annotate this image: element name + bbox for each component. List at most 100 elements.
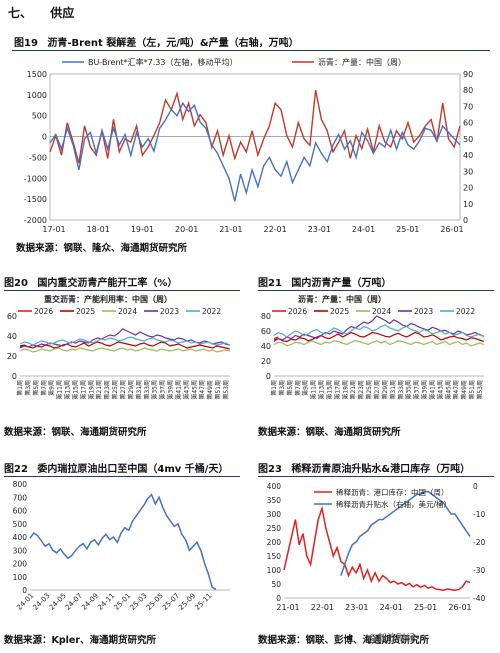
- x-tick-label: 23-01: [308, 225, 331, 234]
- x-tick-label: 第35周: [405, 380, 413, 400]
- y-tick-label: -1500: [24, 195, 47, 204]
- x-tick-label: 第23周: [103, 380, 111, 400]
- x-tick-label: 第11周: [310, 380, 318, 400]
- y-tick-label: 600: [13, 507, 28, 516]
- x-tick-label: 25-05: [145, 592, 165, 612]
- legend-label: 2026: [34, 307, 53, 316]
- y-tick-label: -20: [473, 538, 485, 547]
- x-tick-label: 第47周: [452, 380, 460, 400]
- figure-22-rule: [4, 476, 240, 477]
- x-tick-label: 第11周: [56, 380, 64, 400]
- x-tick-label: 25-03: [129, 592, 149, 612]
- x-tick-label: 第37周: [159, 380, 167, 400]
- x-tick-label: 第41周: [175, 380, 183, 400]
- legend-label: 2025: [76, 307, 95, 316]
- y-tick-label: 20: [7, 352, 17, 361]
- y-tick-label: 0: [22, 586, 27, 595]
- y-tick-label: 60: [261, 327, 271, 336]
- production-series-line: [49, 90, 461, 164]
- x-tick-label: 第31周: [135, 380, 143, 400]
- chart-subtitle: 重交沥青：产能利用率：中国（周）: [44, 294, 172, 304]
- y-tick-label: 0: [276, 594, 281, 603]
- x-tick-label: 第15周: [72, 380, 80, 400]
- y-tick-label: 400: [13, 533, 28, 542]
- x-tick-label: 第7周: [40, 380, 48, 396]
- figure-label: 图19: [14, 38, 38, 49]
- x-tick-label: 第43周: [436, 380, 444, 400]
- legend-label: 2025: [330, 307, 349, 316]
- x-tick-label: 25-11: [193, 592, 213, 612]
- figure-23-title: 图23 稀释沥青原油升贴水&港口库存（万吨）: [258, 460, 470, 475]
- x-tick-label: 24-07: [64, 592, 84, 612]
- x-tick-label: 24-01: [352, 225, 375, 234]
- inventory-series-line: [283, 505, 471, 591]
- y-tick-label: 100: [267, 566, 282, 575]
- legend-label: 2023: [414, 307, 433, 316]
- x-tick-label: 19-01: [131, 225, 154, 234]
- x-tick-label: 第53周: [222, 380, 230, 400]
- y-tick-label: 300: [267, 510, 282, 519]
- x-tick-label: 第13周: [318, 380, 326, 400]
- series-line-2025: [19, 341, 230, 350]
- y-tick-label: 200: [13, 560, 28, 569]
- x-tick-label: 第39周: [167, 380, 175, 400]
- legend-label: 2026: [288, 307, 307, 316]
- chart-19: -2000 -1500 -1000 -500 0 500 1000 1500 0 10 20 30 40…: [24, 57, 473, 234]
- x-tick-label: 第33周: [143, 380, 151, 400]
- x-tick-label: 18-01: [87, 225, 110, 234]
- x-tick-label: 25-01: [414, 603, 437, 612]
- y-tick-label: 100: [13, 573, 28, 582]
- y-tick-label: 0: [463, 216, 468, 225]
- series-line-2026: [273, 336, 279, 340]
- x-tick-label: 第27周: [373, 380, 381, 400]
- y-tick-label: 500: [32, 112, 47, 121]
- x-tick-label: 第39周: [421, 380, 429, 400]
- figure-label: 图21: [258, 278, 282, 289]
- legend-label: 2022: [456, 307, 475, 316]
- y-tick-label: 0: [42, 133, 47, 142]
- figure-20-source: 数据来源：钢联、海通期货研究所: [4, 427, 147, 438]
- y-tick-label: 800: [13, 480, 28, 489]
- y-tick-label: 400: [267, 482, 282, 491]
- x-tick-label: 第35周: [151, 380, 159, 400]
- y-tick-label: 0: [12, 372, 17, 381]
- x-tick-label: 24-11: [96, 592, 116, 612]
- x-tick-label: 25-09: [177, 592, 197, 612]
- legend-label: 稀释沥青升贴水（右轴，美元/桶）: [336, 499, 451, 509]
- x-tick-label: 22-01: [311, 603, 334, 612]
- figure-19-source: 数据来源：钢联、隆众、海通期货研究所: [16, 243, 188, 254]
- x-tick-label: 26-01: [448, 603, 471, 612]
- x-tick-label: 第21周: [95, 380, 103, 400]
- x-tick-label: 24-03: [32, 592, 52, 612]
- chart-23: 0 50 100 150 200 250 300 350 400 -40 -30 -20 -10 0 稀释沥…: [267, 482, 486, 612]
- x-tick-label: 第37周: [413, 380, 421, 400]
- chart-subtitle: 沥青：产量：中国（周）: [298, 294, 386, 304]
- x-tick-label: 25-01: [396, 225, 419, 234]
- figure-caption: 委内瑞拉原油出口至中国（4mv 千桶/天）: [37, 464, 229, 475]
- y-tick-label: 80: [261, 312, 271, 321]
- watermark: @新浪财经: [368, 633, 416, 644]
- x-tick-label: 第51周: [468, 380, 476, 400]
- x-tick-label: 第13周: [64, 380, 72, 400]
- section-title: 供应: [50, 6, 75, 20]
- x-tick-label: 第49周: [206, 380, 214, 400]
- series-line-2024: [273, 340, 484, 347]
- y-tick-label: 1000: [27, 91, 47, 100]
- x-tick-label: 第9周: [48, 380, 56, 396]
- figure-label: 图23: [258, 464, 282, 475]
- series-line-2022: [273, 324, 485, 338]
- x-tick-label: 第17周: [333, 380, 341, 400]
- x-tick-label: 第29周: [127, 380, 135, 400]
- legend-label: 2024: [372, 307, 391, 316]
- x-tick-label: 21-01: [276, 603, 299, 612]
- x-tick-label: 21-01: [219, 225, 242, 234]
- legend-label: 2024: [118, 307, 137, 316]
- figure-23-rule: [258, 476, 494, 477]
- exports-series-line: [29, 493, 217, 590]
- legend-label: 沥青：产量：中国（周）: [318, 57, 406, 67]
- x-tick-label: 24-01: [380, 603, 403, 612]
- x-tick-label: 第29周: [381, 380, 389, 400]
- x-tick-label: 第51周: [214, 380, 222, 400]
- x-tick-label: 第7周: [294, 380, 302, 396]
- x-tick-label: 第3周: [278, 380, 286, 396]
